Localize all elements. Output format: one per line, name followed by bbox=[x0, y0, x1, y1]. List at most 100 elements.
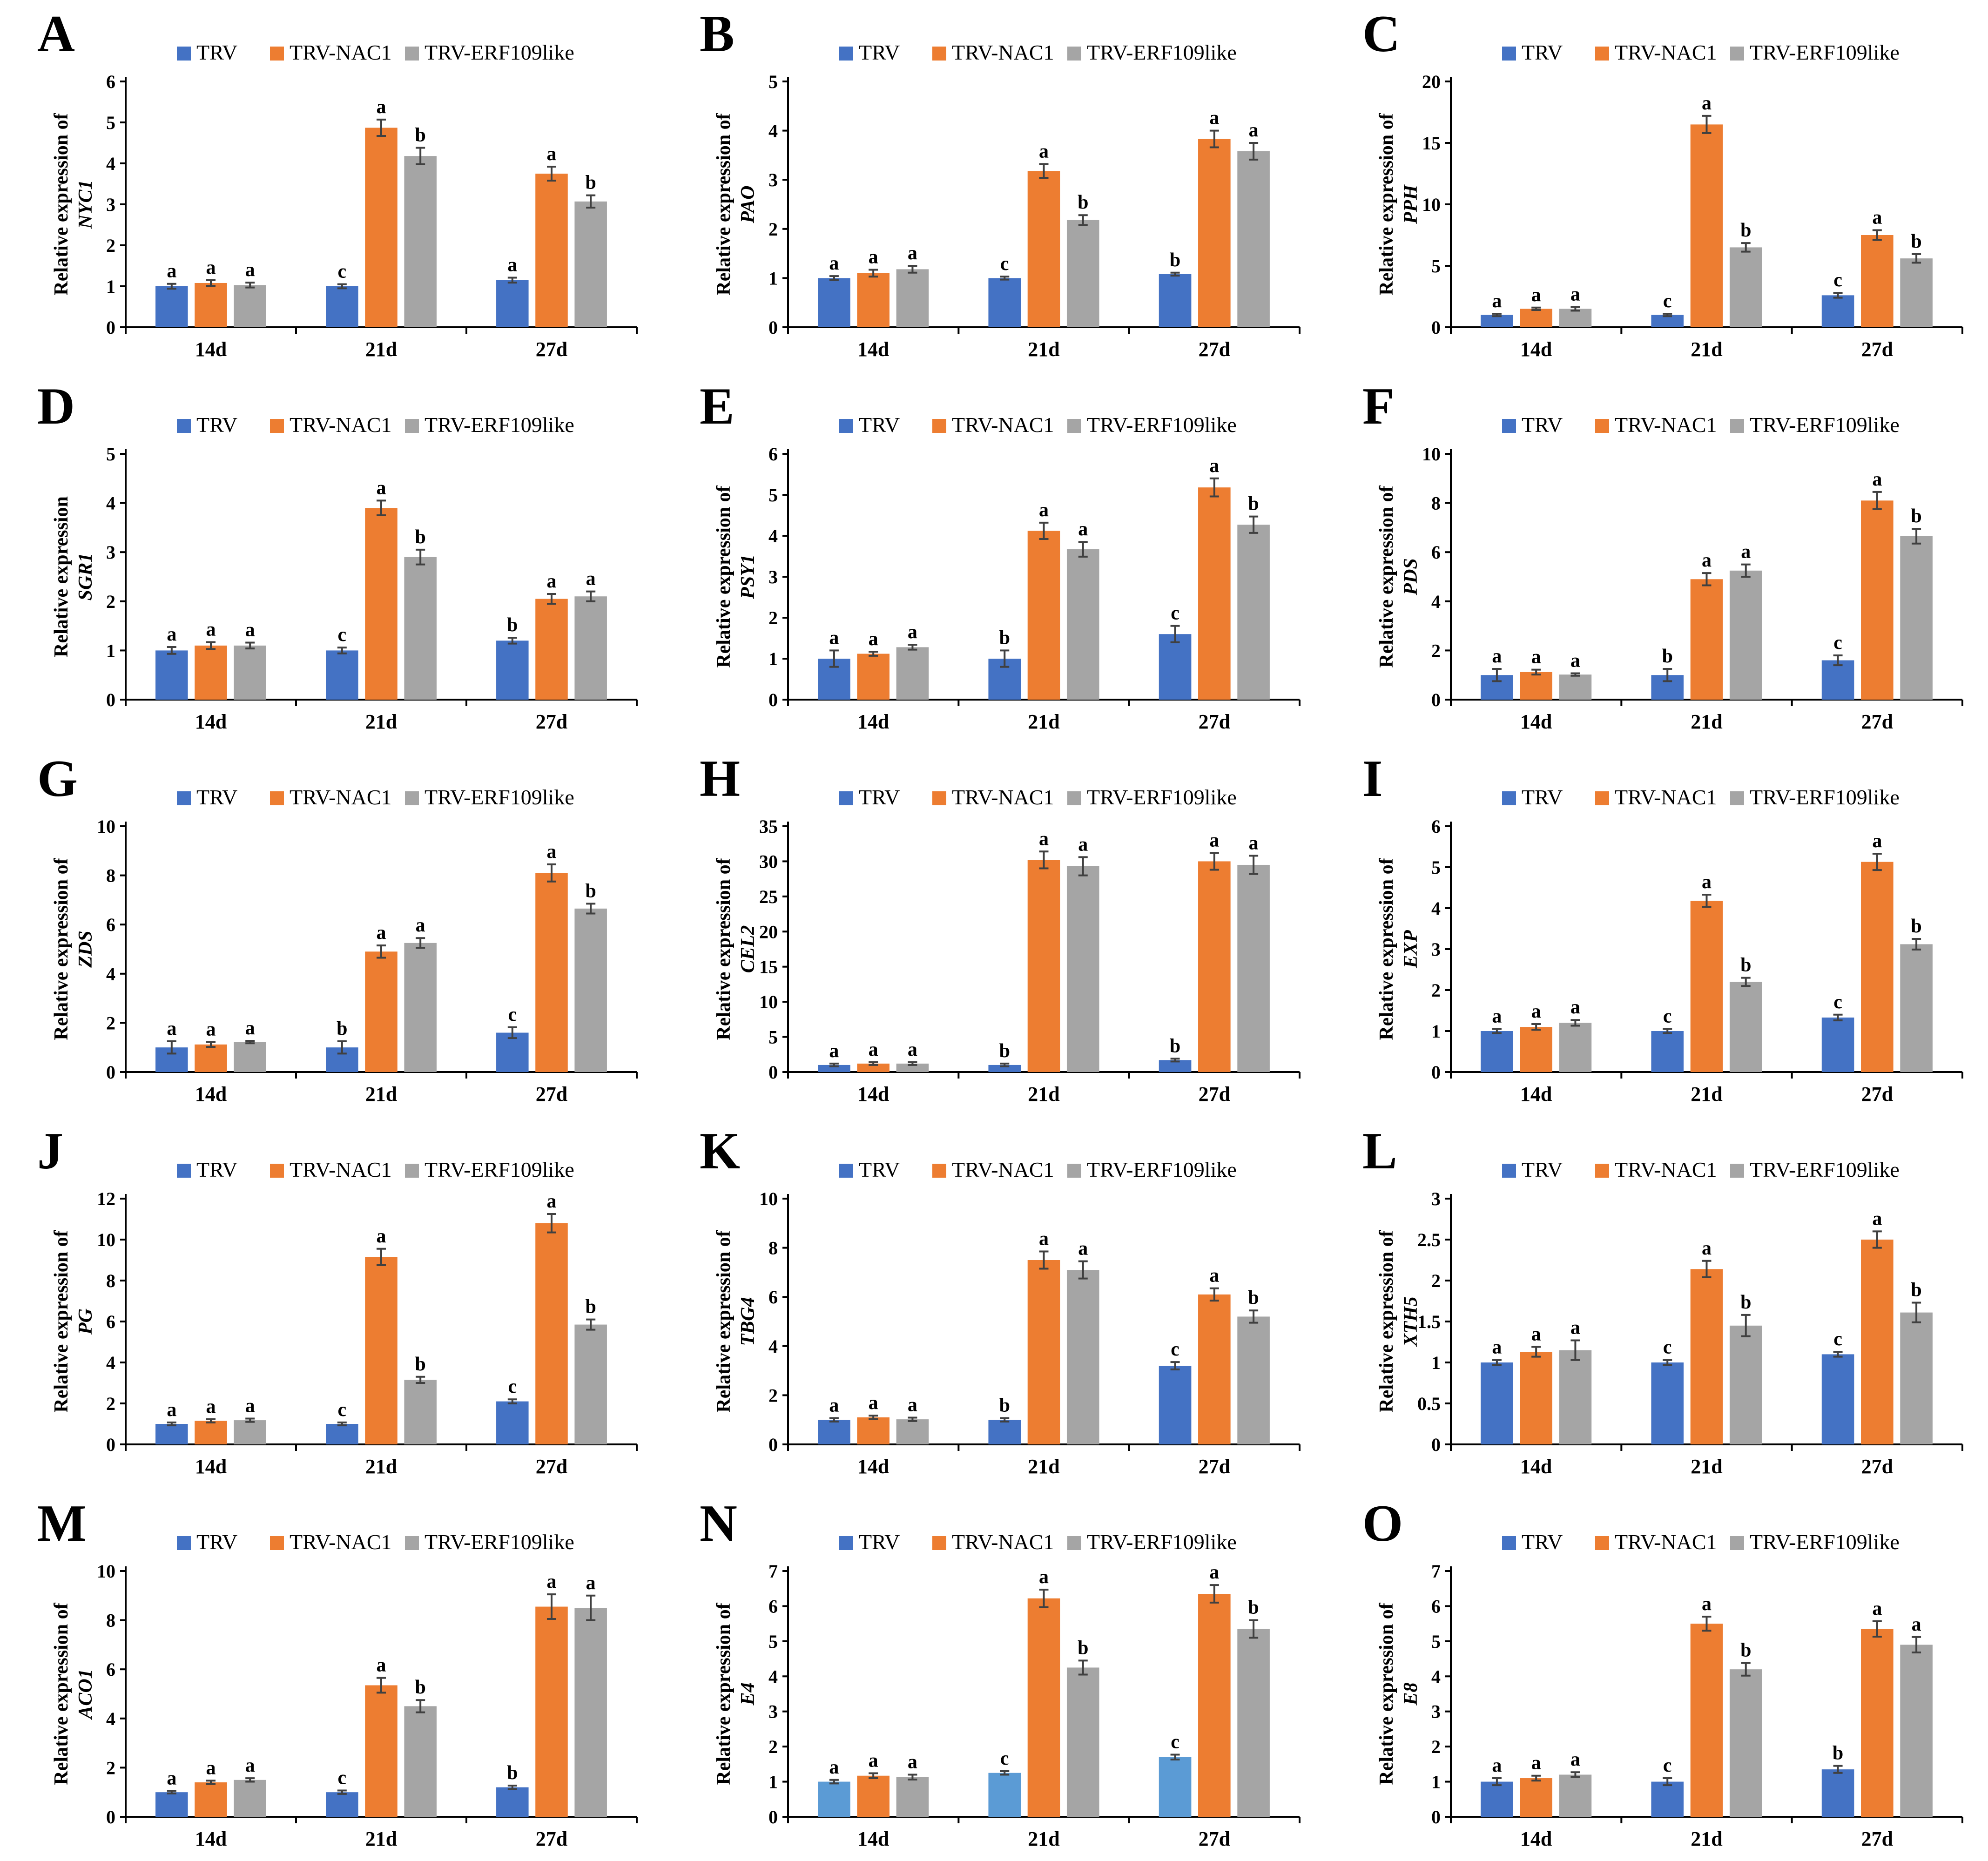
legend: TRV TRV-NAC1 TRV-ERF109like bbox=[839, 785, 1237, 809]
error-bar bbox=[1833, 1351, 1843, 1358]
significance-letter: a bbox=[1741, 541, 1751, 563]
y-axis-gene-name: TBG4 bbox=[737, 1297, 759, 1346]
significance-letter: b bbox=[1078, 192, 1088, 213]
bar-trv-erf109like-27d bbox=[1900, 1312, 1933, 1444]
panel-m: M TRV TRV-NAC1 TRV-ERF109like Relative expre… bbox=[37, 1495, 638, 1850]
x-category-label: 27d bbox=[1199, 1455, 1230, 1478]
y-tick-label: 1 bbox=[768, 1772, 778, 1793]
legend: TRV TRV-NAC1 TRV-ERF109like bbox=[177, 1158, 574, 1181]
significance-letter: a bbox=[1039, 828, 1049, 850]
bar-trv-erf109like-27d bbox=[1237, 864, 1270, 1072]
error-bar bbox=[1000, 276, 1010, 281]
significance-letter: a bbox=[869, 628, 878, 650]
significance-letter: b bbox=[1740, 220, 1751, 241]
significance-letter: a bbox=[829, 253, 839, 274]
bar-trv-erf109like-14d bbox=[896, 647, 929, 700]
y-tick-label: 4 bbox=[106, 1708, 115, 1729]
error-bar bbox=[1000, 649, 1010, 668]
panel-letter: G bbox=[37, 750, 78, 808]
bar-trv-27d bbox=[1821, 295, 1854, 327]
error-bar bbox=[1078, 214, 1088, 226]
x-category-label: 14d bbox=[195, 710, 227, 733]
bar-trv-21d bbox=[326, 1792, 358, 1817]
bar-trv-nac1-27d bbox=[1198, 861, 1231, 1072]
y-axis-label: Relative expression of PSY1 bbox=[713, 485, 759, 668]
significance-letter: a bbox=[167, 1399, 176, 1421]
panel-e: E TRV TRV-NAC1 TRV-ERF109like Relative expre… bbox=[700, 378, 1301, 733]
legend-swatch-2 bbox=[1067, 1536, 1081, 1550]
y-axis-label-text: Relative expression of bbox=[713, 1230, 735, 1412]
significance-letter: a bbox=[206, 1396, 216, 1417]
significance-letter: b bbox=[1911, 231, 1921, 252]
legend-label-1: TRV-NAC1 bbox=[290, 413, 392, 437]
significance-letter: a bbox=[1531, 647, 1541, 668]
y-tick-label: 6 bbox=[768, 1596, 778, 1617]
error-bar bbox=[1912, 938, 1921, 951]
y-axis-label-text: Relative expression of bbox=[713, 113, 735, 295]
bar-trv-14d bbox=[818, 1781, 850, 1817]
y-axis-label-text: Relative expression of bbox=[1376, 485, 1397, 668]
bar-trv-erf109like-27d bbox=[1900, 1645, 1933, 1817]
y-tick-label: 10 bbox=[1422, 194, 1441, 215]
legend-swatch-2 bbox=[1067, 419, 1081, 433]
error-bar bbox=[1531, 668, 1541, 676]
significance-letter: b bbox=[1740, 1292, 1751, 1313]
y-tick-label: 2 bbox=[1431, 1270, 1441, 1291]
significance-letter: a bbox=[586, 1572, 596, 1594]
y-tick-label: 3 bbox=[106, 194, 115, 215]
bar-trv-nac1-27d bbox=[1861, 1629, 1894, 1817]
legend-label-1: TRV-NAC1 bbox=[952, 785, 1054, 809]
error-bar bbox=[377, 499, 386, 516]
x-category-label: 14d bbox=[857, 1827, 889, 1850]
significance-letter: a bbox=[1078, 519, 1088, 540]
x-category-label: 14d bbox=[1520, 710, 1552, 733]
error-bar bbox=[1492, 1777, 1502, 1787]
significance-letter: c bbox=[337, 624, 346, 646]
significance-letter: c bbox=[1833, 632, 1842, 654]
y-tick-label: 0 bbox=[1431, 1807, 1441, 1827]
significance-letter: a bbox=[1492, 290, 1502, 312]
bar-trv-nac1-14d bbox=[195, 645, 227, 700]
significance-letter: a bbox=[1531, 284, 1541, 306]
y-axis-label-text: Relative expression of bbox=[1376, 1602, 1397, 1785]
significance-letter: b bbox=[586, 880, 596, 902]
x-category-label: 27d bbox=[536, 710, 567, 733]
error-bar bbox=[547, 166, 556, 182]
x-category-label: 21d bbox=[365, 338, 397, 361]
panel-letter: J bbox=[37, 1122, 63, 1180]
y-tick-label: 4 bbox=[768, 121, 778, 142]
significance-letter: a bbox=[1702, 1238, 1712, 1259]
y-tick-label: 5 bbox=[768, 71, 778, 92]
error-bar bbox=[1170, 271, 1180, 277]
bar-trv-21d bbox=[988, 278, 1021, 327]
y-axis-gene-name: XTH5 bbox=[1400, 1296, 1422, 1347]
error-bar bbox=[547, 593, 556, 605]
legend-swatch-2 bbox=[1067, 1164, 1081, 1178]
bar-trv-nac1-21d bbox=[1690, 1624, 1723, 1817]
legend-label-2: TRV-ERF109like bbox=[425, 1158, 574, 1181]
significance-letter: a bbox=[1492, 646, 1502, 667]
legend-label-0: TRV bbox=[1522, 413, 1563, 437]
x-category-label: 21d bbox=[365, 1455, 397, 1478]
y-axis-label: Relative expression of E8 bbox=[1376, 1602, 1422, 1785]
significance-letter: b bbox=[1911, 506, 1921, 527]
error-bar bbox=[1912, 1636, 1921, 1653]
significance-letter: a bbox=[1912, 1614, 1921, 1635]
y-tick-label: 0 bbox=[768, 689, 778, 710]
significance-letter: a bbox=[1078, 834, 1088, 855]
legend-label-0: TRV bbox=[859, 413, 900, 437]
error-bar bbox=[908, 644, 917, 651]
significance-letter: a bbox=[1531, 1324, 1541, 1345]
panel-l: L TRV TRV-NAC1 TRV-ERF109like Relative expre… bbox=[1362, 1122, 1963, 1478]
significance-letter: a bbox=[245, 1755, 255, 1776]
bar-trv-27d bbox=[1821, 1354, 1854, 1444]
y-axis-label: Relative expression SGR1 bbox=[51, 496, 96, 657]
y-tick-label: 2 bbox=[768, 1736, 778, 1757]
legend-swatch-0 bbox=[1502, 419, 1516, 433]
significance-letter: c bbox=[1663, 1006, 1672, 1027]
y-tick-label: 35 bbox=[759, 816, 778, 837]
legend-swatch-0 bbox=[1502, 1536, 1516, 1550]
y-axis-label-text: Relative expression of bbox=[51, 1230, 72, 1412]
y-tick-label: 0.5 bbox=[1417, 1393, 1441, 1414]
y-tick-label: 2 bbox=[106, 1393, 115, 1414]
